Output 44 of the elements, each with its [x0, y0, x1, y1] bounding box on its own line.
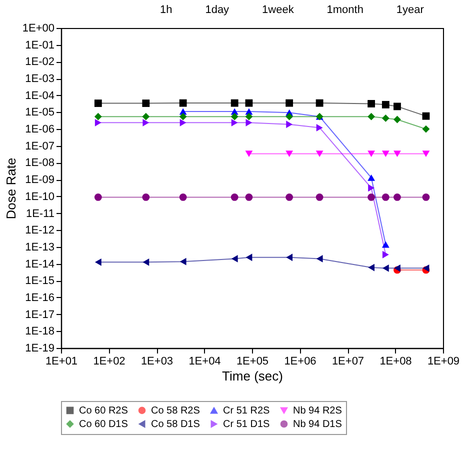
legend-label: Co 60 R2S	[79, 405, 128, 416]
x-axis-title: Time (sec)	[222, 368, 283, 384]
x-tick-label: 1E+09	[427, 356, 460, 368]
legend-label: Cr 51 R2S	[223, 406, 270, 416]
y-tick-label: 1E-07	[25, 140, 54, 152]
y-tick-label: 1E-13	[25, 241, 54, 254]
text: 1month	[326, 4, 364, 18]
y-tick-label: 1E-17	[25, 308, 54, 321]
y-tick-label: 1E-11	[26, 208, 54, 220]
text: 1week	[262, 4, 294, 18]
legend-label: Cr 51 D1S	[223, 419, 270, 430]
y-tick-label: 1E-06	[25, 124, 54, 136]
y-axis-title: Dose Rate	[3, 158, 18, 220]
y-tick-label: 1E-08	[25, 157, 54, 170]
x-tick-label: 1E+02	[93, 356, 126, 368]
x-tick-label: 1E+08	[380, 356, 412, 368]
y-tick-label: 1E-05	[25, 106, 54, 119]
text: 1day	[205, 4, 230, 18]
y-tick-label: 1E-12	[25, 224, 54, 237]
y-tick-label: 1E-04	[25, 90, 54, 102]
legend-label: Co 60 D1S	[79, 419, 128, 430]
legend-label: Nb 94 R2S	[293, 406, 342, 416]
x-tick-label: 1E+03	[140, 356, 174, 368]
y-tick-label: 1E-09	[25, 174, 54, 186]
y-tick-label: 1E-10	[25, 190, 54, 203]
y-tick-label: 1E-02	[25, 56, 54, 68]
y-tick-label: 1E-19	[25, 342, 54, 354]
x-tick-label: 1E+07	[332, 356, 364, 368]
legend-label: Co 58 D1S	[151, 419, 200, 430]
x-tick-label: 1E+05	[236, 356, 269, 368]
y-tick-label: 1E-16	[25, 292, 54, 304]
legend-label: Co 58 R2S	[151, 405, 200, 416]
y-tick-label: 1E-14	[25, 258, 54, 270]
x-tick-label: 1E+01	[45, 356, 78, 368]
y-tick-label: 1E-01	[25, 39, 54, 52]
legend-label: Nb 94 D1S	[293, 419, 342, 430]
x-tick-label: 1E+06	[284, 356, 316, 368]
y-tick-label: 1E-15	[25, 275, 54, 288]
y-tick-label: 1E+00	[22, 22, 54, 34]
text: 1h	[160, 4, 172, 18]
x-tick-label: 1E+04	[188, 356, 221, 368]
text: 1year	[396, 4, 424, 18]
y-tick-label: 1E-18	[25, 326, 54, 338]
y-tick-label: 1E-03	[25, 73, 54, 86]
